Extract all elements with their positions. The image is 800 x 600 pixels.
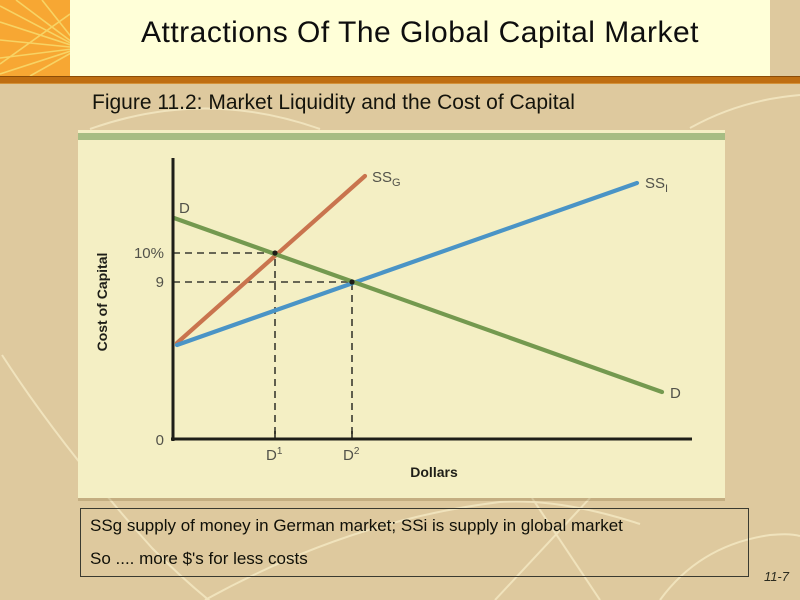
svg-text:Cost of Capital: Cost of Capital	[94, 253, 110, 352]
svg-text:D2: D2	[343, 446, 360, 464]
page-number: 11-7	[763, 569, 789, 584]
svg-text:D: D	[670, 385, 681, 402]
note-line-2: So .... more $'s for less costs	[90, 549, 308, 568]
figure-panel: 10% 9 D1 D2 0 SSG SSI D D Dollars Cost of Capital	[78, 130, 725, 498]
figure-caption: Figure 11.2: Market Liquidity and the Co…	[92, 91, 575, 114]
corner-accent	[0, 0, 70, 76]
svg-text:Dollars: Dollars	[410, 464, 458, 480]
figure-svg: 10% 9 D1 D2 0 SSG SSI D D Dollars Cost of Capital	[94, 158, 692, 480]
svg-text:0: 0	[156, 432, 164, 449]
note-box: SSg supply of money in German market; SS…	[80, 508, 749, 577]
svg-text:D1: D1	[266, 446, 283, 464]
ornament-line	[494, 497, 591, 600]
ornament-arc	[1, 354, 211, 600]
ornament-arc	[89, 107, 321, 130]
svg-text:D: D	[179, 200, 190, 217]
ornament-arc	[659, 533, 800, 600]
svg-text:9: 9	[156, 274, 164, 291]
ornament-arc	[689, 94, 800, 129]
slide-title: Attractions Of The Global Capital Market	[140, 16, 699, 49]
svg-text:10%: 10%	[134, 245, 164, 262]
svg-text:SSG: SSG	[372, 169, 401, 189]
figure-top-bar	[78, 133, 725, 140]
ornament-line	[531, 497, 601, 600]
divider-rule	[0, 76, 800, 84]
svg-text:SSI: SSI	[645, 175, 668, 195]
corner-rays-icon	[0, 0, 70, 76]
note-line-1: SSg supply of money in German market; SS…	[90, 516, 623, 535]
title-band: Attractions Of The Global Capital Market	[70, 0, 770, 76]
